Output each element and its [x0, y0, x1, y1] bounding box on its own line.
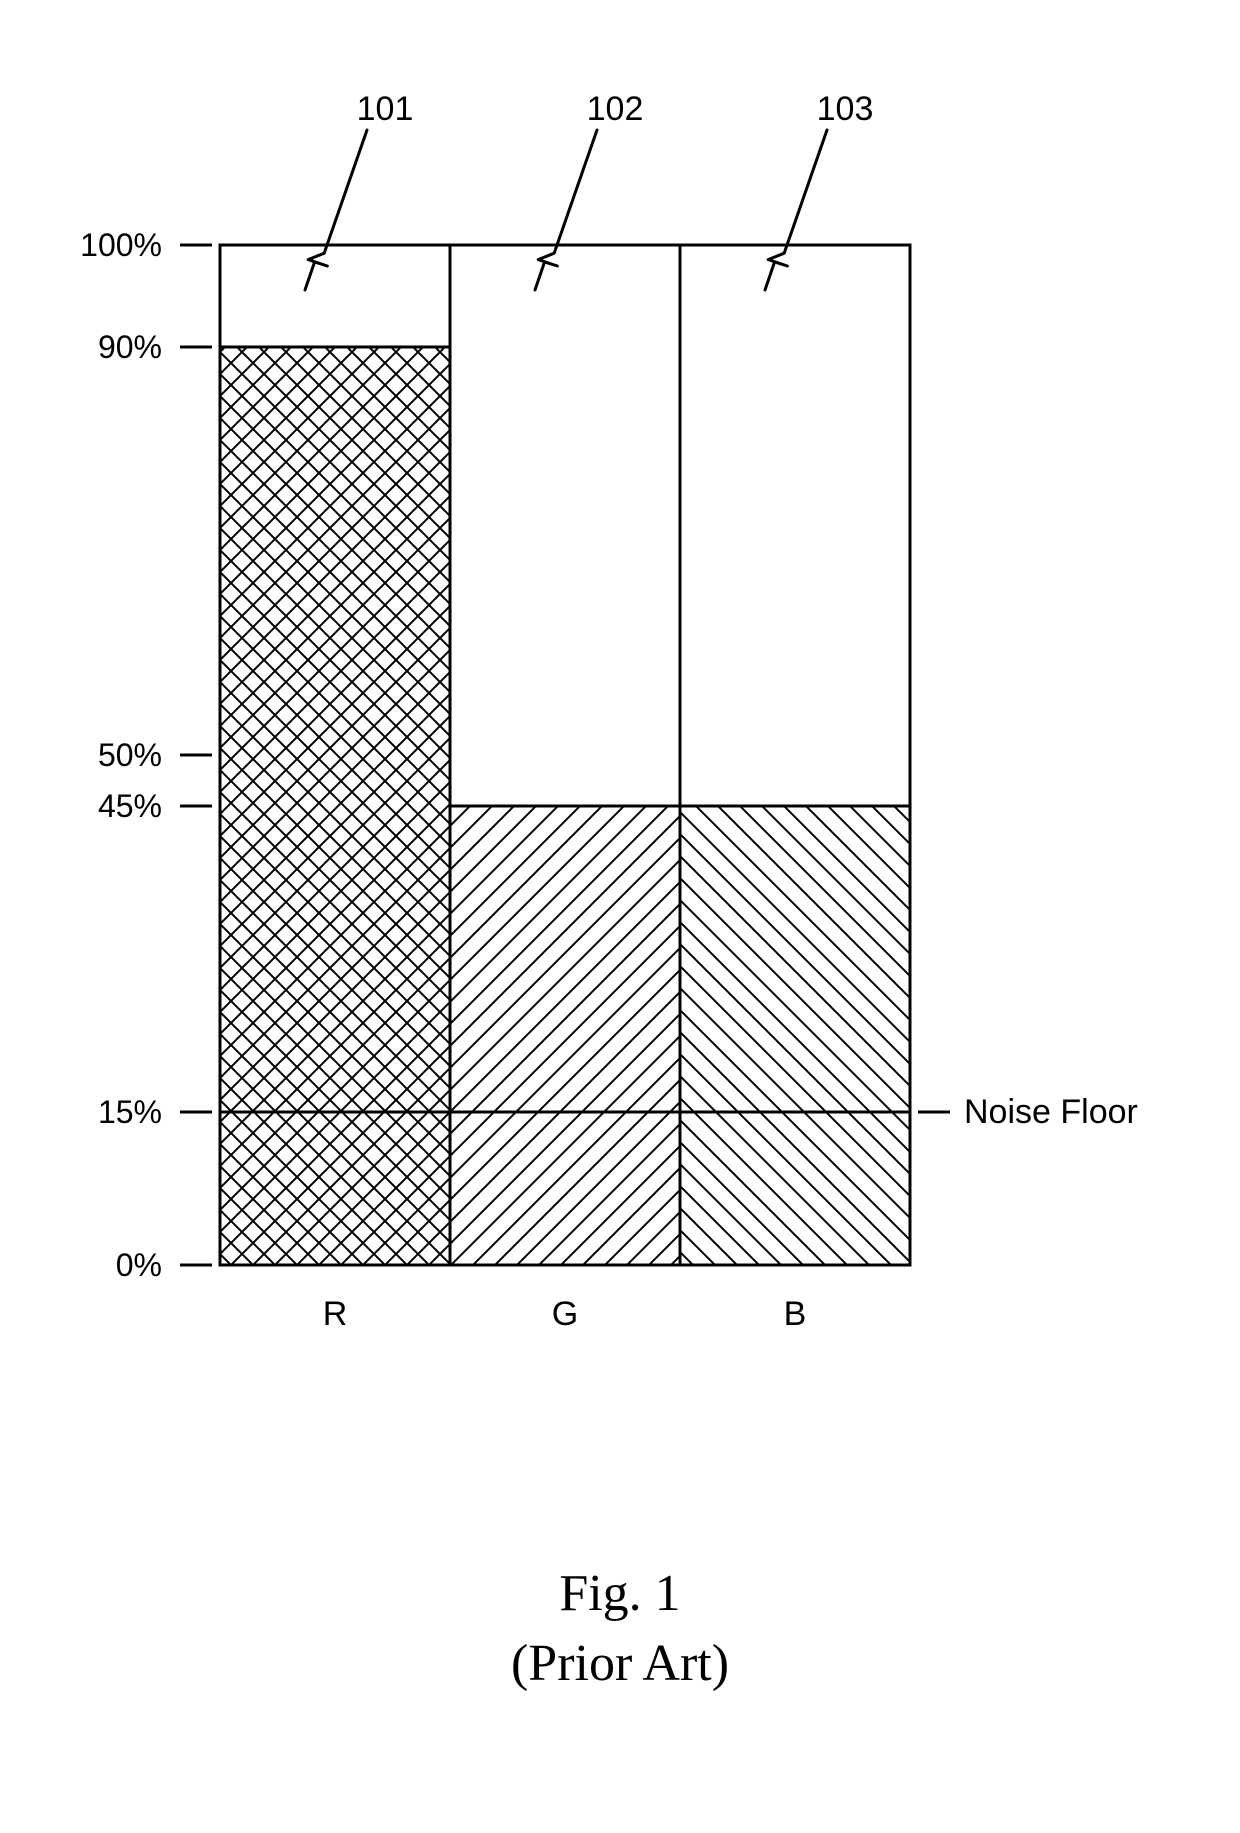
ref-leader-102 — [535, 130, 597, 290]
figure-svg: Noise Floor 0% 15% 45% 50% 90% 100% R G B 101 102 10… — [0, 0, 1240, 1833]
noise-floor-label: Noise Floor — [964, 1093, 1138, 1131]
bar-r — [220, 347, 450, 1265]
x-label-b: B — [784, 1295, 807, 1333]
caption-line-2: (Prior Art) — [511, 1635, 729, 1692]
ref-label-102: 102 — [587, 90, 644, 128]
caption-line-1: Fig. 1 — [559, 1565, 680, 1622]
y-tick-label: 0% — [116, 1247, 162, 1283]
y-tick-label: 100% — [80, 227, 162, 263]
y-tick-label: 15% — [98, 1094, 162, 1130]
bar-b — [680, 806, 910, 1265]
ref-label-103: 103 — [817, 90, 874, 128]
ref-leader-103 — [765, 130, 827, 290]
y-tick-label: 45% — [98, 788, 162, 824]
y-tick-label: 90% — [98, 329, 162, 365]
ref-label-101: 101 — [357, 90, 414, 128]
y-tick-label: 50% — [98, 737, 162, 773]
x-label-g: G — [552, 1295, 578, 1333]
x-label-r: R — [323, 1295, 348, 1333]
bar-g — [450, 806, 680, 1265]
ref-leader-101 — [305, 130, 367, 290]
